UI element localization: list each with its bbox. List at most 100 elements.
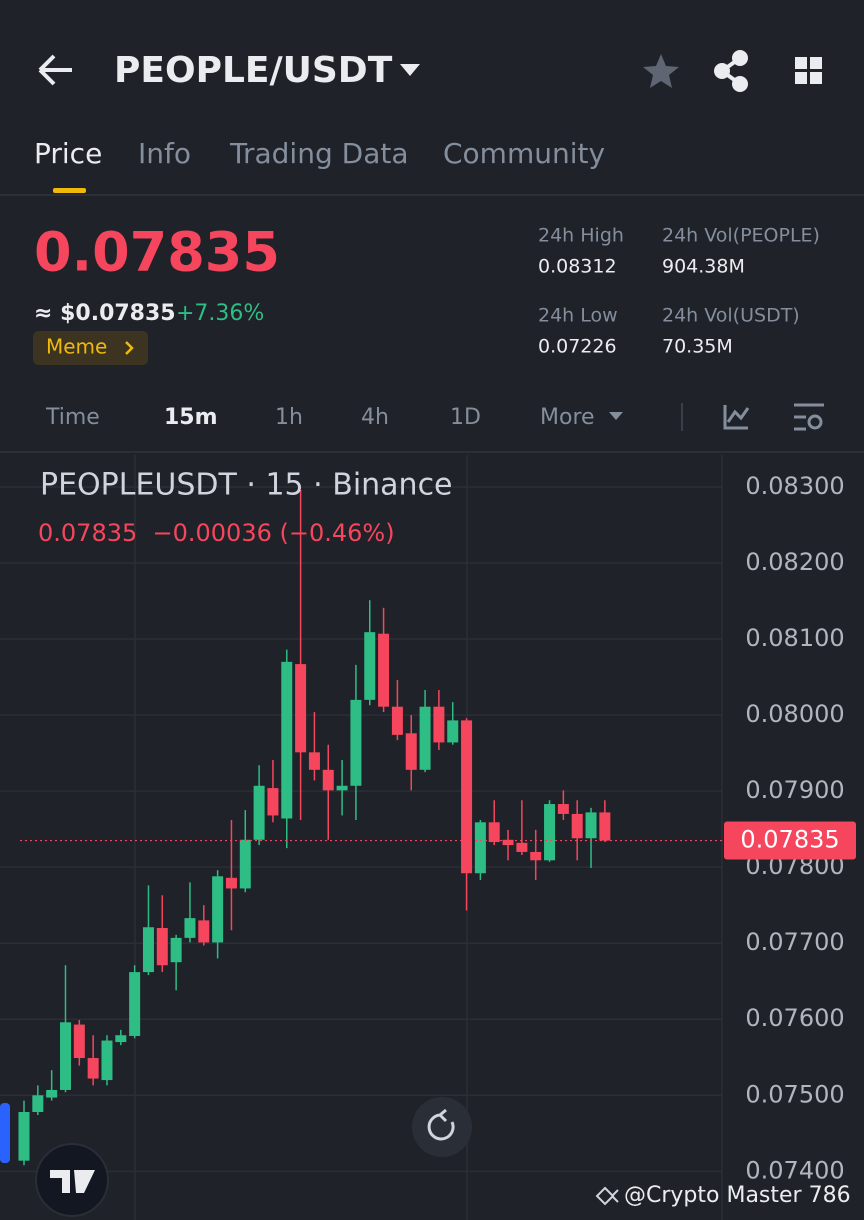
candle-body [419,706,431,770]
candle-body [73,1024,85,1059]
tab[interactable]: Info [138,137,191,170]
candle-body [32,1095,44,1113]
chart-title: PEOPLEUSDT · 15 · Binance [40,468,453,503]
y-tick-label: 0.08100 [745,624,844,652]
y-tick-label: 0.08000 [745,700,844,728]
y-tick-label: 0.07700 [745,928,844,956]
watermark: @Crypto Master 786 [624,1183,851,1208]
candle-body [308,752,320,770]
interval[interactable]: 4h [361,405,389,430]
candle-body [101,1040,113,1081]
stat-value: 904.38M [662,256,745,278]
candle-body [544,804,556,861]
candle-body [571,813,583,839]
candle-body [46,1089,58,1098]
plot: 0.08300 0.08200 0.08100 0.08000 0.07900 0.078… [0,472,856,1184]
reset-icon [427,1108,455,1141]
y-tick-label: 0.08300 [745,472,844,500]
reset-button[interactable] [412,1097,472,1157]
candle-body [225,877,237,889]
candle-body [474,822,486,874]
tab[interactable]: Trading Data [229,137,409,170]
candle-body [391,706,403,735]
candle-body [267,788,279,816]
candle-body [516,842,528,852]
y-tick-label: 0.07900 [745,776,844,804]
tradingview-mark [50,1170,95,1193]
candle-body [405,733,417,770]
candle-body [557,804,569,814]
last-price: 0.07835 [34,221,280,284]
candle-body [488,822,500,843]
y-tick-label: 0.07400 [745,1156,844,1184]
candle-body [378,633,390,707]
candle-body [142,927,154,973]
interval[interactable]: 1D [450,405,481,430]
favorite-star[interactable] [643,54,679,88]
candle-body [322,769,334,791]
tab-indicator [53,188,86,193]
candle-body [530,851,542,861]
last-price-label: 0.07835 [740,826,839,854]
back-button[interactable] [38,54,72,86]
last-price-badge [724,821,856,860]
y-tick-label: 0.07600 [745,1004,844,1032]
tag-chip[interactable] [33,331,148,365]
stat-label: 24h Low [538,305,618,327]
usd-price: ≈ $0.07835 [34,301,176,326]
stat-value: 0.07226 [538,336,617,358]
stat-value: 0.08312 [538,256,617,278]
tab[interactable]: Community [443,137,605,170]
pair-dropdown[interactable] [400,64,420,76]
watermark-logo [595,1186,619,1206]
candle-body [170,937,182,963]
interval[interactable]: 15m [164,405,218,430]
tab[interactable]: Price [34,137,102,170]
candle-body [336,785,348,791]
side-handle[interactable] [0,1103,10,1163]
indicator-button[interactable] [723,405,750,430]
interval[interactable]: Time [45,405,100,430]
candle-body [239,839,251,889]
chart-subtitle: 0.07835 −0.00036 (−0.46%) [38,519,395,547]
candle-body [212,876,224,943]
settings-button[interactable] [794,403,824,431]
stat-label: 24h Vol(USDT) [662,305,800,327]
candle-body [281,661,293,819]
y-tick-label: 0.08200 [745,548,844,576]
candle-body [295,664,307,753]
candle-body [447,720,459,743]
candle-body [59,1022,71,1090]
price-change: +7.36% [176,301,264,326]
candle-body [461,720,473,874]
candle-body [433,706,445,743]
tradingview-logo[interactable] [35,1143,109,1217]
interval[interactable]: More [540,405,595,430]
interval[interactable]: 1h [275,405,303,430]
y-tick-label: 0.07500 [745,1080,844,1108]
stat-label: 24h Vol(PEOPLE) [662,225,820,247]
candle-body [115,1035,127,1043]
pair-title[interactable]: PEOPLE/USDT [114,50,393,91]
more-dropdown[interactable] [609,412,623,420]
stat-value: 70.35M [662,336,733,358]
candle-body [184,918,196,938]
candle-body [129,972,141,1036]
candle-body [364,632,376,700]
candle-body [502,839,514,846]
tag-arrow [125,341,134,355]
share-button[interactable] [714,50,748,92]
candle-body [253,785,265,840]
candle-body [599,812,611,841]
candle-body [350,699,362,786]
candle-body [87,1058,99,1079]
tag-label[interactable]: Meme [46,335,107,359]
grid-menu[interactable] [795,57,822,84]
stat-label: 24h High [538,225,624,247]
candle-body [198,920,210,943]
candle-body [156,927,168,966]
candle-body [585,812,597,839]
